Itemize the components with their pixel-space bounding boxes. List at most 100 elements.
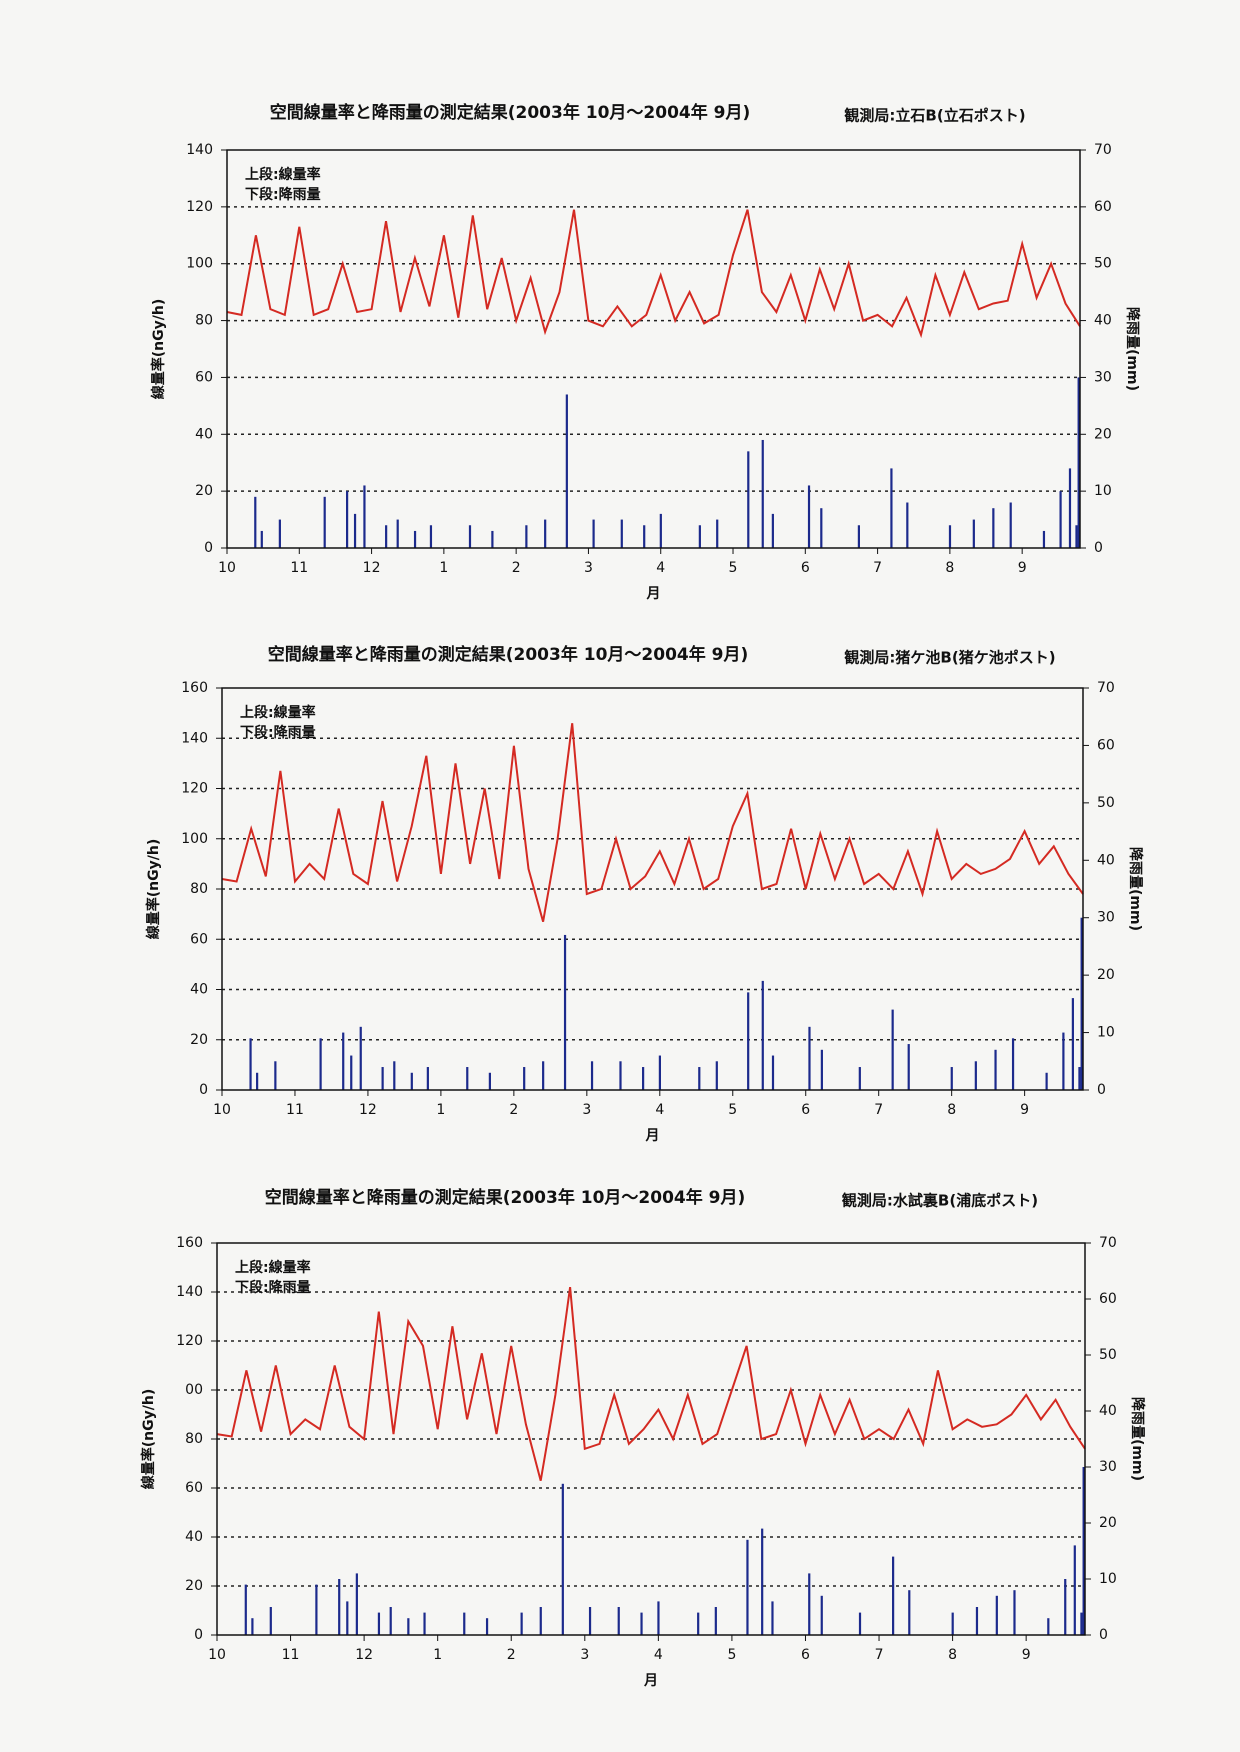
y2-tick-label: 70 bbox=[1099, 1235, 1117, 1251]
y-tick-label: 160 bbox=[176, 1235, 203, 1251]
rain-bar bbox=[525, 525, 528, 548]
y-tick-label: 140 bbox=[181, 730, 208, 746]
rain-bar bbox=[355, 1573, 358, 1635]
x-tick-label: 12 bbox=[359, 1102, 377, 1118]
rain-bar bbox=[381, 1067, 384, 1090]
rain-bar bbox=[359, 1026, 362, 1090]
y2-tick-label: 40 bbox=[1094, 313, 1112, 329]
rain-bar bbox=[249, 1038, 252, 1090]
y2-tick-label: 40 bbox=[1099, 1403, 1117, 1419]
rain-bar bbox=[858, 1612, 862, 1635]
y-tick-label: 80 bbox=[195, 313, 213, 329]
x-tick-label: 12 bbox=[355, 1647, 373, 1663]
rain-bar bbox=[891, 1009, 894, 1090]
rain-bar bbox=[485, 1618, 489, 1635]
rain-bar bbox=[761, 980, 764, 1090]
chart-title: 空間線量率と降雨量の測定結果(2003年 10月～2004年 9月) bbox=[265, 1187, 746, 1208]
rain-bar bbox=[858, 1067, 861, 1090]
rain-bar bbox=[278, 519, 281, 548]
rain-bar bbox=[659, 513, 662, 548]
x-tick-label: 3 bbox=[580, 1647, 589, 1663]
rain-bar bbox=[523, 1067, 526, 1090]
rain-bar bbox=[1064, 1579, 1067, 1635]
y2-tick-label: 0 bbox=[1094, 540, 1103, 556]
rain-bar bbox=[1045, 1072, 1048, 1090]
x-tick-label: 11 bbox=[282, 1647, 300, 1663]
x-tick-label: 5 bbox=[729, 560, 738, 576]
x-tick-label: 7 bbox=[873, 560, 882, 576]
rain-bar bbox=[423, 1612, 426, 1635]
rain-bar bbox=[385, 525, 388, 548]
x-tick-label: 11 bbox=[290, 560, 308, 576]
rain-bar bbox=[995, 1595, 998, 1635]
y-tick-label: 120 bbox=[186, 199, 213, 215]
rain-bar bbox=[950, 1067, 953, 1090]
annotation: 上段:線量率 bbox=[245, 166, 321, 183]
y-tick-label: 20 bbox=[185, 1578, 203, 1594]
rain-bar bbox=[544, 519, 547, 548]
rain-bar bbox=[323, 496, 326, 548]
x-axis-title: 月 bbox=[643, 1673, 658, 1689]
rain-bar bbox=[274, 1061, 277, 1090]
rain-bar bbox=[590, 1061, 594, 1090]
rain-bar bbox=[808, 1573, 811, 1635]
rain-bar bbox=[820, 1595, 823, 1635]
rain-bar bbox=[1011, 1038, 1015, 1090]
y-tick-label: 40 bbox=[195, 426, 213, 442]
y-tick-label: 0 bbox=[204, 540, 213, 556]
x-tick-label: 3 bbox=[584, 560, 593, 576]
x-axis-title: 月 bbox=[646, 586, 661, 602]
x-tick-label: 1 bbox=[433, 1647, 442, 1663]
y-axis-title: 線量率(nGy/h) bbox=[140, 1389, 157, 1489]
annotation: 下段:降雨量 bbox=[240, 724, 316, 741]
rain-bar bbox=[857, 525, 860, 548]
x-tick-label: 5 bbox=[728, 1102, 737, 1118]
y-axis-title: 線量率(nGy/h) bbox=[145, 839, 162, 939]
x-tick-label: 3 bbox=[582, 1102, 591, 1118]
rain-bar bbox=[642, 1067, 645, 1090]
station-label: 観測局:立石B(立石ポスト) bbox=[844, 107, 1025, 125]
annotation: 上段:線量率 bbox=[240, 704, 316, 721]
rain-bar bbox=[643, 525, 646, 548]
plot-frame bbox=[221, 687, 1084, 1091]
rain-bar bbox=[491, 530, 494, 548]
rain-bar bbox=[488, 1072, 491, 1090]
y-tick-label: 80 bbox=[185, 1431, 203, 1447]
rain-bar bbox=[338, 1579, 341, 1635]
rain-bar bbox=[377, 1612, 381, 1635]
rain-bar bbox=[588, 1607, 592, 1635]
rain-bar bbox=[771, 1601, 774, 1635]
x-tick-label: 11 bbox=[286, 1102, 304, 1118]
y2-tick-label: 30 bbox=[1097, 910, 1115, 926]
rain-bar bbox=[619, 1061, 622, 1090]
rain-bar bbox=[1062, 1032, 1065, 1090]
y-tick-label: 100 bbox=[181, 831, 208, 847]
annotation: 上段:線量率 bbox=[235, 1259, 311, 1276]
y2-tick-label: 10 bbox=[1097, 1025, 1115, 1041]
rain-bar bbox=[542, 1061, 545, 1090]
rain-bar bbox=[1077, 377, 1080, 548]
rain-bar bbox=[410, 1072, 413, 1090]
rain-bar bbox=[890, 468, 893, 548]
y-axis-title: 線量率(nGy/h) bbox=[150, 299, 167, 399]
rain-bar bbox=[563, 934, 567, 1090]
x-tick-label: 4 bbox=[656, 560, 665, 576]
rain-bar bbox=[1082, 1467, 1085, 1635]
rain-bar bbox=[466, 1067, 469, 1090]
rain-bar bbox=[951, 1612, 954, 1635]
chart-title: 空間線量率と降雨量の測定結果(2003年 10月～2004年 9月) bbox=[270, 102, 751, 123]
y-tick-label: 160 bbox=[181, 680, 208, 696]
rain-bar bbox=[346, 1601, 349, 1635]
dose-line bbox=[226, 209, 1081, 339]
y2-tick-label: 70 bbox=[1094, 142, 1112, 158]
station-label: 観測局:猪ケ池B(猪ケ池ポスト) bbox=[844, 649, 1055, 667]
rain-bar bbox=[1009, 502, 1012, 548]
y2-tick-label: 30 bbox=[1099, 1459, 1117, 1475]
y-tick-label: 120 bbox=[181, 781, 208, 797]
rain-bar bbox=[1080, 1612, 1083, 1635]
rain-bar bbox=[1068, 468, 1072, 548]
rain-bar bbox=[657, 1601, 660, 1635]
y2-tick-label: 60 bbox=[1094, 199, 1112, 215]
rain-bar bbox=[761, 1528, 764, 1635]
y-tick-label: 60 bbox=[190, 931, 208, 947]
